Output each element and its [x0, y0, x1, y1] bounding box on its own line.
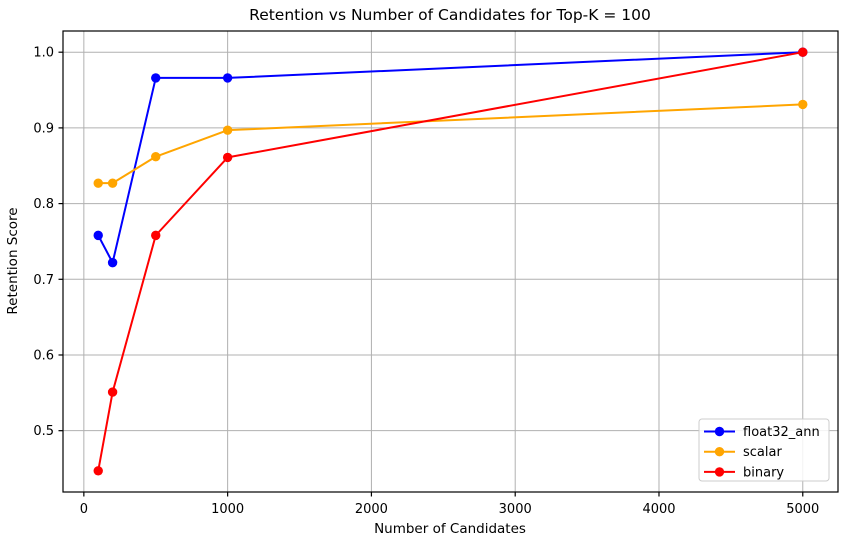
x-tick-label: 2000 [355, 502, 388, 517]
axes-layer [62, 30, 839, 493]
y-axis-label: Retention Score [5, 207, 21, 314]
data-point-binary [93, 466, 103, 476]
legend-marker [714, 426, 725, 437]
x-tick-label: 3000 [499, 502, 532, 517]
data-point-scalar [151, 151, 161, 162]
x-tick-label: 0 [80, 502, 88, 517]
series-binary [93, 47, 808, 476]
x-axis-label: Number of Candidates [374, 521, 526, 537]
y-tick-label: 0.7 [33, 273, 54, 288]
chart-title: Retention vs Number of Candidates for To… [249, 6, 651, 24]
data-point-binary [107, 387, 118, 397]
y-tick-label: 0.5 [33, 424, 54, 439]
y-tick-label: 0.9 [33, 121, 54, 136]
series-scalar [93, 99, 808, 188]
x-tick-label: 1000 [211, 502, 244, 517]
x-tick-label: 4000 [642, 502, 675, 517]
legend-marker [714, 467, 725, 477]
legend-marker [714, 447, 725, 457]
legend-item-label: binary [743, 465, 784, 480]
legend-box [698, 418, 830, 482]
legend-item-float32_ann: float32_ann [704, 425, 820, 440]
data-point-float32_ann [222, 73, 233, 83]
data-point-float32_ann [107, 257, 118, 268]
data-point-scalar [93, 178, 103, 188]
data-point-binary [151, 230, 161, 241]
legend-item-label: scalar [743, 445, 782, 460]
data-point-scalar [222, 125, 233, 135]
x-tick-label: 5000 [786, 502, 819, 517]
series-line-float32_ann [97, 51, 803, 264]
data-point-scalar [107, 178, 118, 188]
series-float32_ann [93, 47, 808, 268]
data-point-binary [798, 47, 808, 57]
data-point-binary [222, 152, 233, 163]
series-layer [93, 47, 808, 476]
data-point-float32_ann [93, 230, 103, 241]
y-tick-label: 0.6 [33, 348, 54, 363]
data-point-float32_ann [151, 73, 161, 83]
legend-item-label: float32_ann [743, 425, 820, 440]
data-point-scalar [798, 99, 808, 110]
plot-border [62, 30, 839, 493]
y-tick-label: 0.8 [33, 197, 54, 212]
ticks-layer: 0 1000 2000 3000 4000 5000 0.5 0.6 0.7 0.8 0.9 1.0 [33, 46, 819, 517]
series-line-binary [97, 51, 803, 471]
legend-item-binary: binary [704, 465, 784, 480]
legend-item-scalar: scalar [704, 445, 782, 460]
y-tick-label: 1.0 [33, 46, 54, 61]
